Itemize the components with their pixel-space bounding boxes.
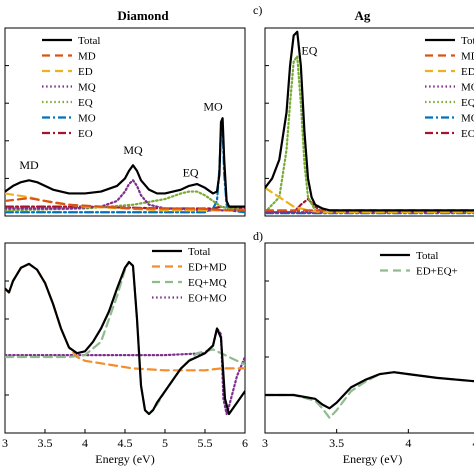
x-axis-label: Energy (eV)	[343, 452, 402, 466]
legend-entry: MQ	[78, 82, 96, 94]
panel-4: 3 3.5 4 4.5 d) Energy (eV) Total ED+EQ+	[253, 229, 474, 466]
plot-area	[5, 117, 245, 214]
panel-title: Ag	[355, 8, 371, 23]
series-line-md	[5, 197, 245, 212]
legend-entry: ED	[461, 66, 474, 78]
legend-entry: ED	[78, 66, 93, 78]
x-tick-label: 4	[82, 436, 88, 450]
series-line-total	[5, 117, 245, 208]
x-tick-label: 3	[2, 436, 8, 450]
plot-area	[5, 260, 245, 416]
x-tick-label: 3.5	[38, 436, 53, 450]
annotation-label: MQ	[123, 143, 143, 157]
legend: Total ED+EQ+	[380, 250, 458, 278]
series-line-eq-mq	[5, 260, 245, 416]
series-line-total	[265, 371, 474, 410]
legend-entry: EQ	[78, 97, 93, 109]
legend-entry: EO	[461, 128, 474, 140]
legend-entry: EO+MO	[188, 293, 227, 305]
x-tick-label: 3	[262, 436, 268, 450]
panel-label: d)	[253, 229, 263, 243]
series-line-total	[5, 260, 245, 416]
panel-label: c)	[253, 3, 262, 17]
legend-entry: MQ	[461, 82, 474, 94]
x-axis-label: Energy (eV)	[95, 452, 154, 466]
legend-entry: MD	[78, 51, 96, 63]
panel-3: 3 3.5 4 4.5 5 5.5 6 Energy (eV) Total ED+MD EQ+MQ E…	[2, 242, 248, 466]
legend-entry: EO	[78, 128, 93, 140]
plot-frame	[264, 242, 474, 434]
series-line-eq	[5, 190, 245, 212]
annotation-label: MD	[19, 158, 39, 172]
series-line-total	[265, 30, 474, 212]
panel-title: Diamond	[117, 8, 169, 23]
plot-area	[265, 30, 474, 215]
legend-entry: EQ+MQ	[188, 277, 227, 289]
legend-entry: MO	[461, 113, 474, 125]
panel-1: Diamond MD MQ EQ MO Total MD ED MQ EQ MO EO	[4, 8, 246, 217]
series-line-eq	[265, 55, 474, 214]
legend-entry: ED+MD	[188, 262, 227, 274]
legend-entry: Total	[188, 246, 210, 258]
legend: Total MD ED MQ EQ MO EO	[42, 35, 100, 140]
plot-frame	[4, 27, 246, 217]
legend: Total ED+MD EQ+MQ EO+MO	[152, 246, 227, 305]
annotation-label: MO	[203, 100, 223, 114]
x-tick-label: 5.5	[198, 436, 213, 450]
legend-entry: MO	[78, 113, 96, 125]
legend: Total MD ED MQ EQ MO EO	[425, 35, 474, 140]
series-line-mo	[5, 126, 245, 214]
legend-entry: Total	[461, 35, 474, 47]
series-line-ed-eq-	[265, 371, 474, 419]
x-tick-label: 4	[405, 436, 411, 450]
legend-entry: Total	[78, 35, 100, 47]
x-tick-label: 4.5	[473, 436, 474, 450]
panel-2: Ag c) EQ Total MD ED MQ EQ MO EO	[253, 3, 474, 217]
series-line-ed	[265, 186, 474, 214]
x-tick-label: 4.5	[118, 436, 133, 450]
series-line-eo-mo	[5, 327, 245, 416]
x-tick-label: 3.5	[329, 436, 344, 450]
legend-entry: EQ	[461, 97, 474, 109]
annotation-label: EQ	[301, 43, 317, 57]
x-tick-label: 6	[242, 436, 248, 450]
legend-entry: MD	[461, 51, 474, 63]
plot-area	[265, 371, 474, 419]
legend-entry: Total	[416, 250, 438, 262]
annotation-label: EQ	[183, 166, 199, 180]
plot-frame	[264, 27, 474, 217]
legend-entry: ED+EQ+	[416, 266, 458, 278]
x-tick-label: 5	[162, 436, 168, 450]
